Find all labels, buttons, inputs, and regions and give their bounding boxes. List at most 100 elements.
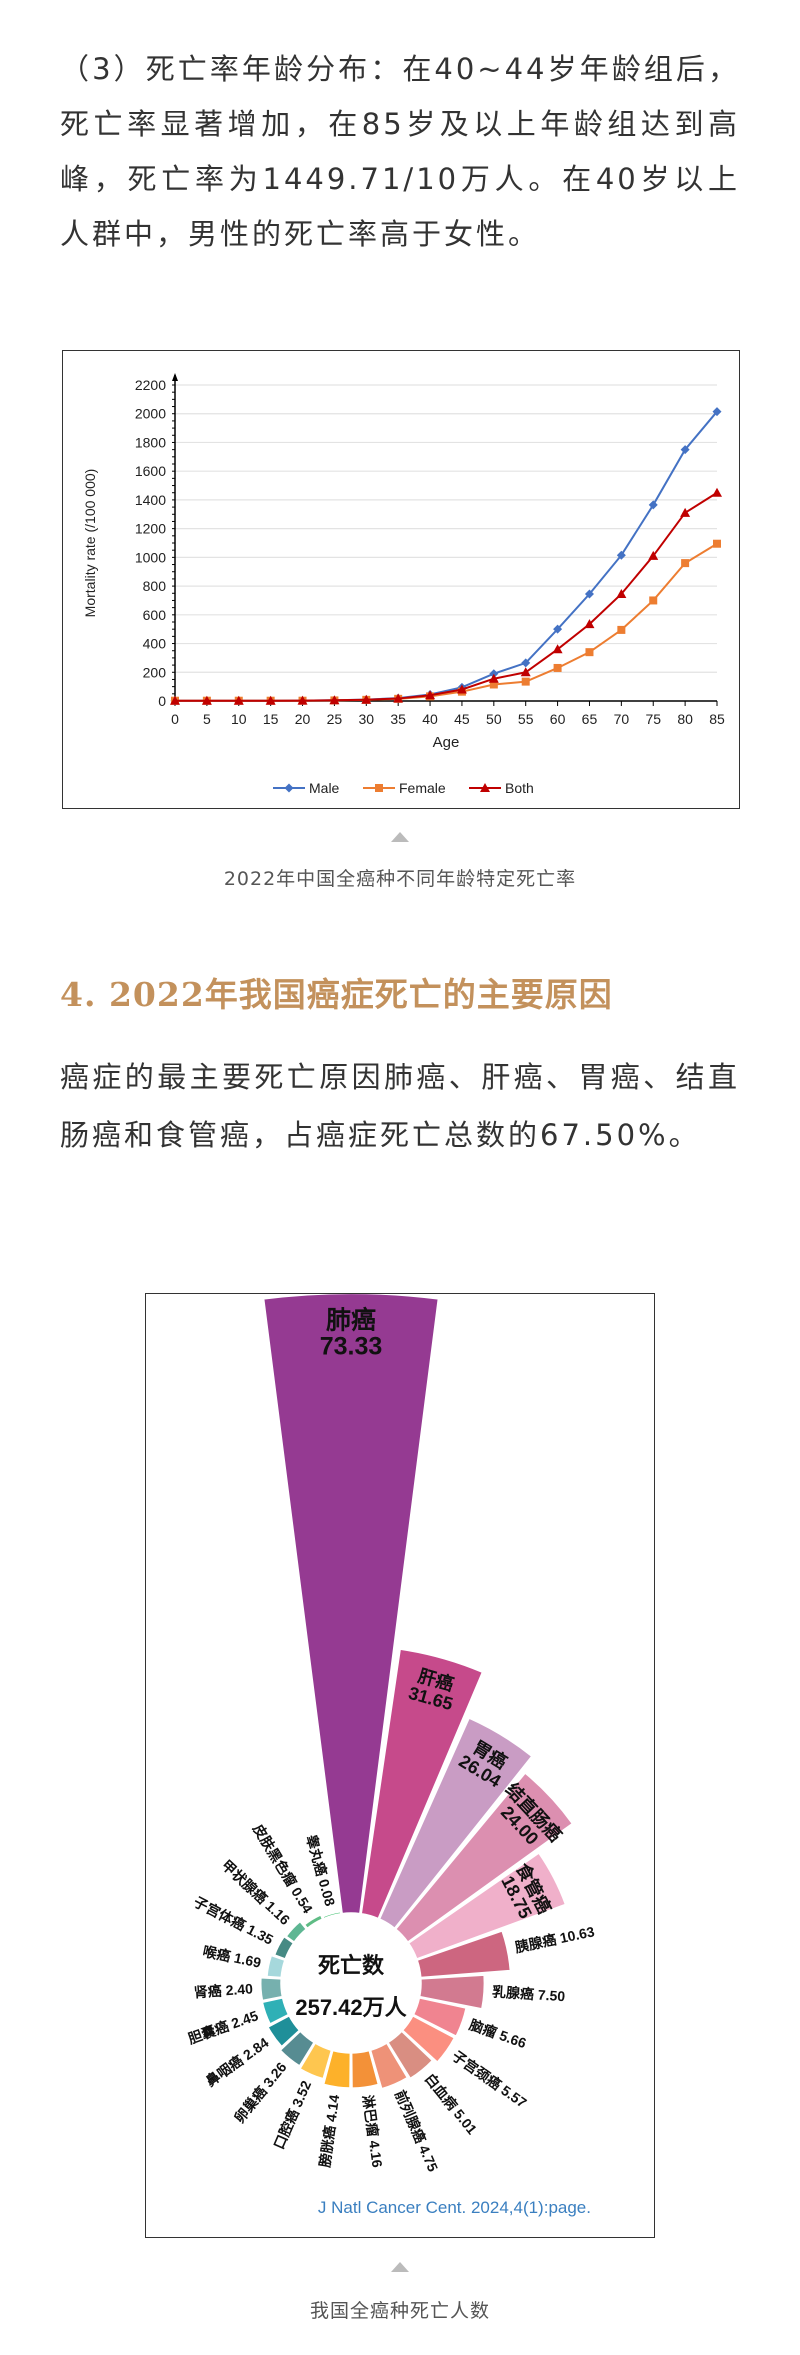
data-point [648, 500, 658, 510]
y-tick-label: 1200 [135, 521, 166, 537]
bar-皮肤黑色瘤 [303, 1913, 324, 1930]
data-point [616, 588, 627, 598]
y-tick-label: 1800 [135, 434, 166, 450]
x-tick-label: 80 [677, 711, 693, 727]
data-point [712, 407, 722, 417]
bar-结直肠癌 [394, 1771, 574, 1944]
y-tick-label: 2200 [135, 377, 166, 393]
death-causes-paragraph: 癌症的最主要死亡原因肺癌、肝癌、胃癌、结直肠癌和食管癌，占癌症死亡总数的67.5… [60, 1060, 740, 1152]
polar-chart-caption: 我国全癌种死亡人数 [309, 2300, 490, 2322]
x-tick-label: 75 [645, 711, 661, 727]
bar-label: 前列腺癌 4.75 [392, 2088, 441, 2174]
data-point [649, 596, 658, 605]
data-point [713, 539, 721, 548]
data-point [648, 550, 659, 560]
data-point [489, 669, 499, 679]
x-tick-label: 0 [171, 711, 179, 727]
bar-label: 乳腺癌 7.50 [492, 1983, 566, 2004]
bar-label: 膀胱癌 4.14 [316, 2093, 342, 2169]
x-tick-label: 20 [295, 711, 311, 727]
y-tick-label: 600 [143, 607, 167, 623]
data-point [553, 624, 563, 634]
data-point [521, 677, 530, 686]
data-point [584, 619, 595, 629]
bar-label: 脑瘤 5.66 [467, 2016, 528, 2051]
data-point [170, 695, 180, 705]
data-point [520, 667, 531, 677]
x-tick-label: 50 [486, 711, 502, 727]
data-point [425, 690, 436, 700]
data-point [265, 695, 276, 705]
y-tick-label: 800 [143, 578, 167, 594]
bar-label: 胰腺癌 10.63 [513, 1923, 596, 1955]
bar-label: 喉癌 1.69 [201, 1943, 262, 1971]
data-point [480, 783, 490, 792]
data-point [375, 784, 383, 792]
series-line [175, 491, 718, 702]
y-tick-label: 1600 [135, 463, 166, 479]
bar-睾丸癌 [321, 1910, 342, 1920]
legend-item: Female [363, 780, 446, 796]
bar-label: 子宫颈癌 5.57 [449, 2048, 530, 2111]
bar-甲状腺癌 [285, 1920, 308, 1944]
source-citation: J Natl Cancer Cent. 2024,4(1):page. [318, 2198, 591, 2217]
series-female [171, 539, 721, 705]
bar-喉癌 [266, 1954, 286, 1979]
data-point [284, 783, 294, 793]
bar-肾癌 [259, 1976, 284, 2002]
x-tick-label: 25 [327, 711, 343, 727]
data-point [680, 445, 690, 455]
data-point [361, 694, 372, 704]
cancer-deaths-polar-chart: 肺癌73.33肝癌31.65胃癌26.04结直肠癌24.00食管癌18.75胰腺… [186, 1294, 596, 2217]
bar-子宫颈癌 [401, 2014, 456, 2064]
x-tick-label: 35 [390, 711, 406, 727]
data-point [488, 673, 499, 683]
bar-卵巢癌 [279, 2030, 316, 2067]
data-point [553, 663, 562, 672]
legend-label: Male [309, 780, 340, 796]
x-tick-label: 70 [614, 711, 630, 727]
bar-口腔癌 [298, 2042, 333, 2080]
data-point [552, 644, 563, 654]
y-tick-label: 200 [143, 664, 167, 680]
x-tick-label: 10 [231, 711, 247, 727]
bar-鼻咽癌 [266, 2014, 301, 2048]
y-axis-label: Mortality rate (/100 000) [82, 469, 98, 618]
bar-胃癌 [378, 1717, 533, 1930]
data-point [489, 680, 498, 689]
y-tick-label: 0 [158, 693, 166, 709]
caret-up-icon [391, 832, 409, 842]
mortality-line-chart: 0200400600800100012001400160018002000220… [82, 373, 725, 796]
line-chart-frame: 0 200 400 600 800 1000 1200 1400 1600 1800 2000 220… [62, 350, 740, 809]
bar-label: 口腔癌 3.52 [270, 2078, 314, 2152]
series-both [170, 487, 722, 705]
center-title: 死亡数 [318, 1953, 385, 1978]
data-point [712, 487, 722, 497]
bar-胰腺癌 [416, 1929, 512, 1979]
x-tick-label: 45 [454, 711, 470, 727]
x-axis-label: Age [433, 734, 460, 751]
y-tick-label: 1000 [135, 549, 166, 565]
bar-乳腺癌 [418, 1974, 486, 2010]
polar-chart-frame: 肺癌 73.33 肝癌 31.65 胃癌 26.04 结直肠癌 24.00 食管癌 18.75 胰腺… [145, 1293, 655, 2238]
x-tick-label: 85 [709, 711, 725, 727]
bar-子宫体癌 [273, 1935, 295, 1960]
legend-item: Both [469, 780, 534, 796]
x-tick-label: 60 [550, 711, 566, 727]
x-tick-label: 15 [263, 711, 279, 727]
data-point [329, 695, 340, 705]
bar-label: 淋巴瘤 4.16 [360, 2094, 386, 2169]
data-point [585, 648, 594, 657]
bar-淋巴瘤 [350, 2049, 380, 2089]
x-tick-label: 65 [582, 711, 598, 727]
x-tick-label: 40 [422, 711, 438, 727]
data-point [584, 589, 594, 599]
bar-白血病 [386, 2030, 434, 2080]
y-tick-label: 2000 [135, 406, 166, 422]
bar-前列腺癌 [369, 2042, 409, 2090]
bar-label-name: 肺癌 [326, 1305, 376, 1334]
legend-item: Male [273, 780, 340, 796]
center-value: 257.42万人 [295, 1995, 406, 2020]
bar-膀胱癌 [322, 2049, 352, 2089]
